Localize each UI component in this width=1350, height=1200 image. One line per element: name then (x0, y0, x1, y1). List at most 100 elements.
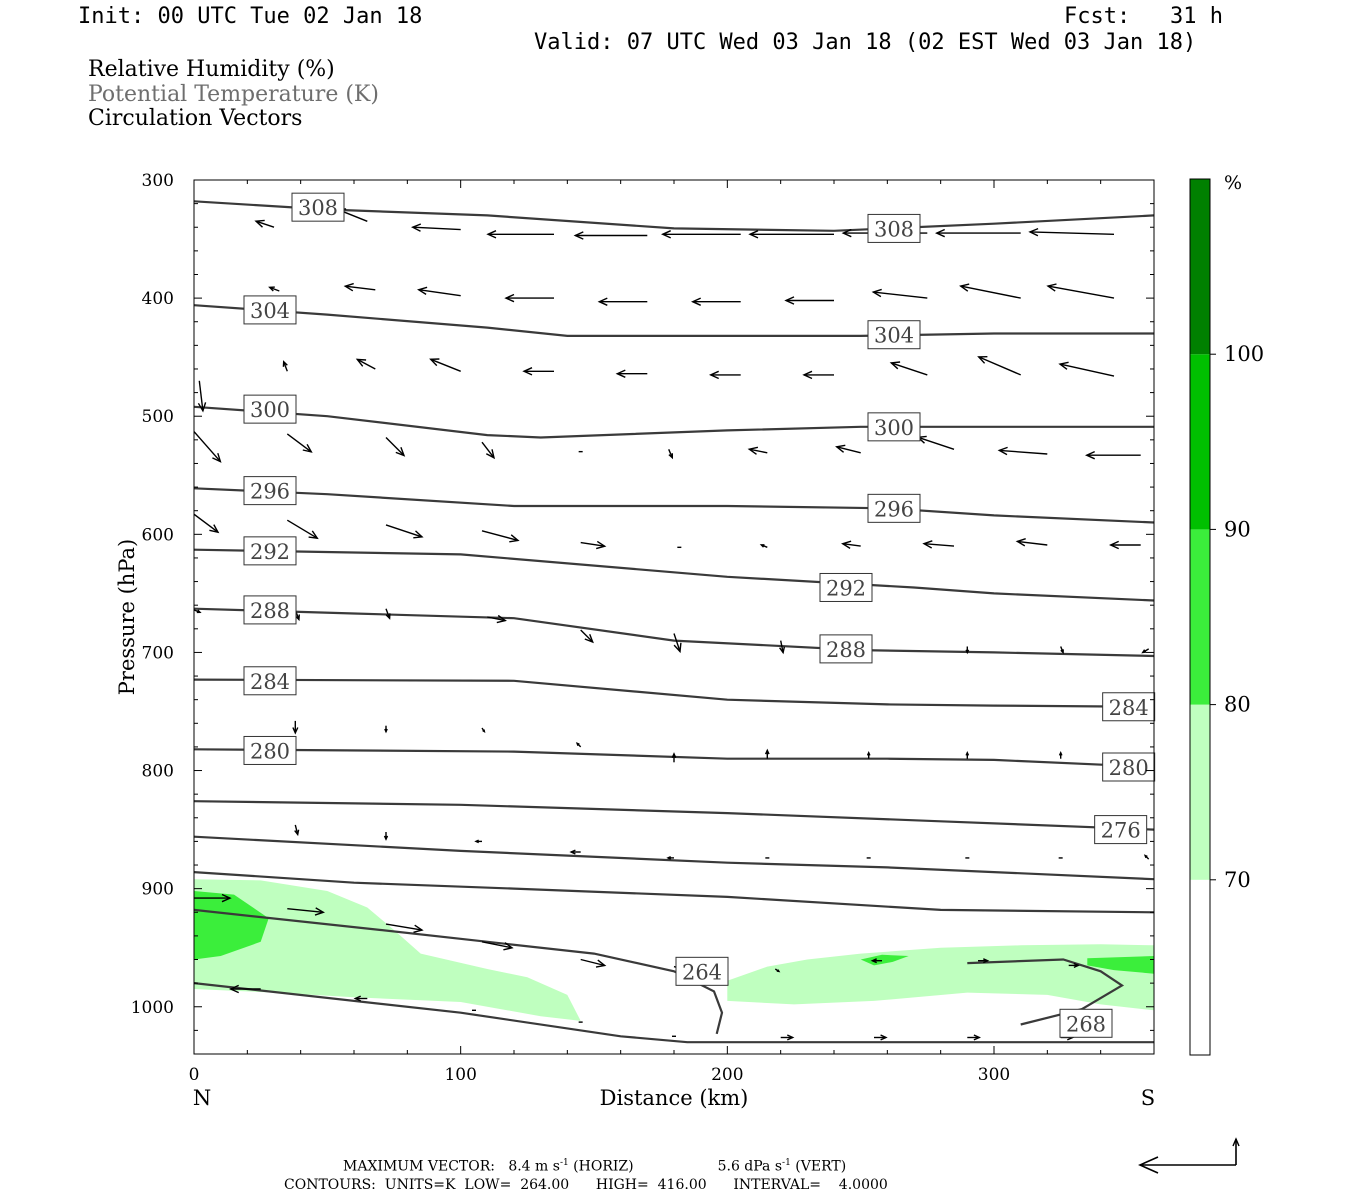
theta-contour-264 (194, 908, 724, 1035)
valid-time: Valid: 07 UTC Wed 03 Jan 18 (02 EST Wed … (534, 30, 1197, 55)
contour-label-308: 308 (867, 213, 921, 243)
circulation-vector (254, 219, 275, 228)
circulation-vector (673, 633, 682, 654)
circulation-vector (870, 958, 882, 964)
theta-contour-272 (194, 835, 1154, 881)
circulation-vector (1058, 750, 1063, 759)
theta-contour-276 (194, 800, 1154, 831)
circulation-vector (474, 839, 482, 844)
y-tick-label: 1000 (131, 998, 174, 1018)
north-label: N (193, 1086, 211, 1110)
contour-label-280: 280 (1102, 752, 1156, 782)
circulation-vector (481, 530, 520, 543)
svg-text:280: 280 (1109, 756, 1149, 780)
circulation-vector (871, 288, 928, 299)
colorbar-swatch (1190, 354, 1210, 530)
circulation-vector (615, 369, 648, 378)
circulation-vector (486, 230, 554, 239)
circulation-vector (481, 727, 486, 734)
circulation-vector (383, 832, 389, 841)
svg-text:276: 276 (1101, 819, 1141, 843)
contour-label-284: 284 (243, 666, 297, 696)
max-vector-vert-label: (VERT) (790, 1158, 847, 1175)
circulation-vector (922, 540, 955, 549)
y-axis-title: Pressure (hPa) (115, 539, 139, 695)
circulation-vector (959, 283, 1021, 299)
colorbar-swatch (1190, 529, 1210, 705)
circulation-vector (292, 720, 299, 735)
contour-label-264: 264 (675, 956, 729, 986)
circulation-vector (965, 646, 970, 655)
colorbar: 70 80 90 100% (1189, 172, 1264, 1056)
contour-label-288: 288 (819, 634, 873, 664)
circulation-vector (287, 907, 325, 916)
init-time: Init: 00 UTC Tue 02 Jan 18 (78, 4, 423, 29)
circulation-vector (580, 629, 594, 644)
y-tick-label: 500 (142, 407, 174, 427)
circulation-vector (573, 231, 648, 240)
colorbar-swatch (1190, 879, 1210, 1055)
svg-text:300: 300 (250, 398, 290, 422)
contour-label-284: 284 (1102, 692, 1156, 722)
svg-text:280: 280 (250, 739, 290, 763)
circulation-vector (417, 286, 461, 297)
circulation-vector (759, 544, 768, 548)
circulation-vector (384, 725, 388, 734)
svg-text:284: 284 (1109, 696, 1149, 720)
colorbar-swatch (1190, 179, 1210, 355)
theta-contour-266 (194, 982, 1154, 1044)
svg-text:304: 304 (250, 299, 290, 323)
circulation-vector (660, 230, 741, 239)
vert-exponent: -1 (782, 1158, 791, 1168)
y-tick-label: 300 (142, 171, 174, 191)
contour-label-300: 300 (243, 394, 297, 424)
max-vector-horiz-value: MAXIMUM VECTOR: 8.4 m s (343, 1158, 560, 1175)
circulation-vector (1046, 283, 1115, 299)
horiz-exponent: -1 (559, 1158, 569, 1168)
y-tick-label: 400 (142, 289, 174, 309)
theta-contour-284 (194, 678, 1154, 708)
svg-text:288: 288 (826, 638, 866, 662)
svg-text:296: 296 (250, 480, 290, 504)
circulation-vector (228, 984, 261, 994)
contour-label-292: 292 (819, 572, 873, 602)
circulation-vector (580, 958, 607, 968)
circulation-vector (481, 441, 496, 460)
circulation-vector (429, 358, 461, 372)
y-tick-label: 800 (142, 762, 174, 782)
circulation-vector (343, 282, 376, 292)
circulation-vector (1141, 648, 1150, 654)
circulation-vector (774, 968, 781, 973)
circulation-vector (965, 750, 970, 759)
colorbar-swatch (1190, 704, 1210, 880)
x-tick-label: 0 (189, 1065, 200, 1085)
colorbar-unit: % (1224, 172, 1242, 194)
circulation-vector (294, 824, 300, 837)
x-tick-label: 100 (444, 1065, 476, 1085)
circulation-vector (504, 293, 554, 303)
axes: 300 400 500 600 700 800 900 1000 0 100 200 300 Dista… (115, 171, 1155, 1110)
svg-text:304: 304 (874, 324, 914, 348)
colorbar-label: 70 (1224, 868, 1251, 892)
svg-text:268: 268 (1066, 1012, 1106, 1036)
circulation-vector (780, 1034, 795, 1041)
max-vector-horiz-label: (HORIZ) (568, 1158, 634, 1175)
circulation-vector (934, 228, 1021, 238)
reference-vector (1138, 1137, 1240, 1174)
colorbar-label: 90 (1224, 517, 1251, 541)
circulation-vector (889, 361, 928, 376)
circulation-vector (671, 752, 677, 763)
rh-region-80 (860, 954, 909, 966)
contour-info-line: CONTOURS: UNITS=K LOW= 264.00 HIGH= 416.… (284, 1177, 888, 1193)
circulation-vector (580, 540, 607, 550)
svg-text:264: 264 (682, 960, 722, 984)
circulation-vector (764, 748, 770, 759)
svg-text:296: 296 (874, 497, 914, 521)
contour-label-296: 296 (867, 493, 921, 523)
circulation-vector (194, 513, 220, 534)
theta-contour-268 (194, 871, 1154, 914)
circulation-vector (194, 609, 202, 614)
circulation-vector (916, 435, 955, 450)
circulation-vector (748, 230, 834, 239)
legend-circulation-vectors: Circulation Vectors (88, 106, 303, 131)
